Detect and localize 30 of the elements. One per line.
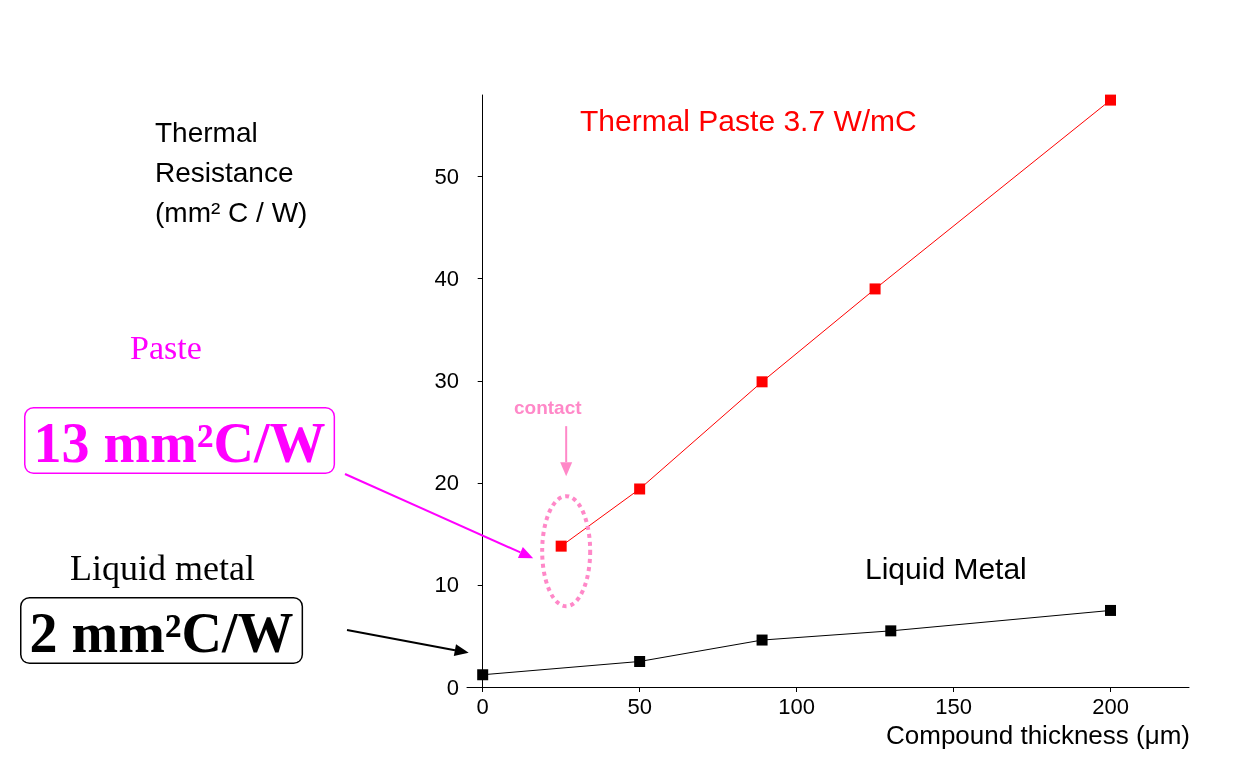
text: 2 mm²C/W xyxy=(29,601,294,664)
x-axis-title: Compound thickness (μm) xyxy=(886,719,1190,750)
x-tick-label: 0 xyxy=(476,693,489,719)
x-tick-label: 200 xyxy=(1092,693,1129,719)
x-tick-label: 100 xyxy=(778,693,815,719)
point xyxy=(869,283,881,295)
y-tick-label: 0 xyxy=(446,674,459,700)
text: Paste xyxy=(130,328,202,366)
y-tick-label: 50 xyxy=(434,164,459,190)
y-tick-label: 10 xyxy=(434,572,459,598)
y-axis-title: Thermal Resistance (mm² C / W) xyxy=(155,116,308,228)
series-label: Liquid Metal xyxy=(865,551,1027,585)
point xyxy=(634,655,646,667)
point xyxy=(885,625,897,637)
y-tick-label: 40 xyxy=(434,266,459,292)
point xyxy=(756,634,768,646)
text: Thermal Paste 3.7 W/mC xyxy=(580,103,917,137)
text: 13 mm²C/W xyxy=(33,411,326,474)
point xyxy=(756,376,768,388)
y-tick-label: 20 xyxy=(434,470,459,496)
annotation: contact xyxy=(514,397,583,418)
x-tick-label: 50 xyxy=(627,693,652,719)
point xyxy=(477,669,489,681)
point xyxy=(555,540,567,552)
point xyxy=(1105,604,1117,616)
point xyxy=(1105,94,1117,106)
text: Liquid metal xyxy=(70,548,255,588)
y-tick-label: 30 xyxy=(434,368,459,394)
x-tick-label: 150 xyxy=(935,693,972,719)
point xyxy=(634,483,646,495)
